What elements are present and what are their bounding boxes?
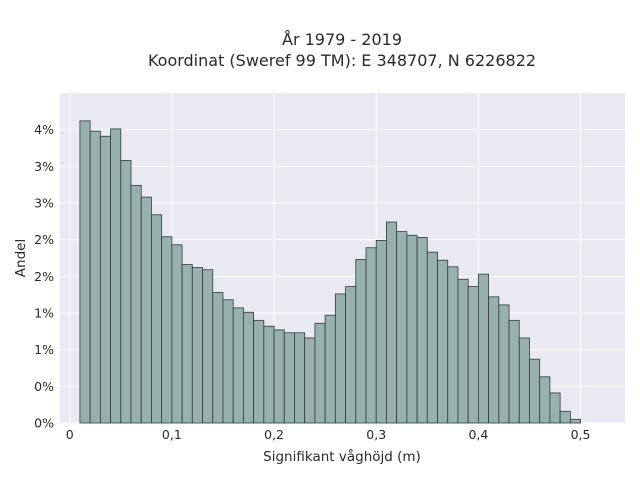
x-tick-label: 0,4: [468, 427, 488, 442]
histogram-bar: [549, 392, 561, 424]
histogram-bar: [488, 296, 500, 424]
histogram-bar: [253, 319, 265, 424]
histogram-bar: [477, 273, 490, 424]
histogram-bar: [314, 322, 326, 424]
histogram-bar: [467, 286, 479, 424]
x-tick-label: 0: [66, 427, 74, 442]
histogram-bar: [386, 221, 398, 424]
histogram-bar: [110, 128, 122, 424]
y-tick-label: 0%: [34, 416, 54, 431]
chart-subtitle: Koordinat (Sweref 99 TM): E 348707, N 62…: [148, 51, 536, 70]
histogram-bar: [416, 237, 428, 424]
histogram-bar: [457, 278, 469, 424]
histogram-bar: [294, 332, 306, 424]
histogram-bar: [191, 267, 203, 424]
histogram-bar: [355, 259, 367, 424]
histogram-bar: [151, 214, 163, 424]
y-tick-label: 4%: [34, 122, 54, 137]
y-tick-label: 2%: [34, 232, 54, 247]
histogram-bar: [529, 358, 541, 424]
histogram-bar: [161, 236, 173, 424]
histogram-bar: [222, 299, 234, 424]
y-tick-labels: 0% 0% 1% 1% 2% 2% 3% 3% 4%: [34, 122, 54, 430]
histogram-bar: [273, 329, 285, 424]
histogram-bar: [365, 247, 377, 424]
histogram-bar: [508, 319, 520, 424]
histogram-bar: [539, 376, 551, 424]
histogram-bar: [569, 418, 581, 424]
histogram-bar: [375, 239, 387, 424]
histogram-bar: [324, 314, 336, 424]
histogram-bar: [130, 184, 142, 424]
y-tick-label: 1%: [34, 342, 54, 357]
x-tick-label: 0,3: [366, 427, 386, 442]
histogram-bar: [437, 259, 449, 424]
histogram-bar: [120, 160, 132, 424]
bars: [79, 120, 581, 424]
y-tick-label: 1%: [34, 306, 54, 321]
y-tick-label: 3%: [34, 159, 54, 174]
x-tick-label: 0,1: [162, 427, 182, 442]
histogram-bar: [202, 269, 214, 424]
x-axis-label: Signifikant våghöjd (m): [263, 448, 421, 465]
x-tick-labels: 0 0,1 0,2 0,3 0,4 0,5: [66, 427, 591, 442]
histogram-bar: [140, 196, 152, 424]
y-axis-label: Andel: [13, 239, 29, 277]
chart-title: År 1979 - 2019: [282, 30, 402, 49]
y-tick-label: 3%: [34, 196, 54, 211]
histogram-bar: [334, 293, 346, 424]
histogram-bar: [99, 135, 111, 424]
histogram-bar: [79, 120, 91, 424]
histogram-bar: [232, 307, 244, 424]
x-tick-label: 0,2: [264, 427, 284, 442]
histogram-bar: [498, 304, 510, 424]
histogram-bar: [559, 410, 571, 424]
histogram-bar: [89, 130, 101, 424]
histogram-bar: [518, 337, 530, 424]
histogram-bar: [345, 286, 357, 424]
x-tick-label: 0,5: [571, 427, 591, 442]
histogram-bar: [304, 337, 316, 424]
histogram-bar: [426, 251, 438, 424]
histogram-bar: [212, 292, 224, 424]
histogram-bar: [171, 244, 183, 424]
y-tick-label: 2%: [34, 269, 54, 284]
histogram-bar: [181, 264, 193, 424]
histogram-bar: [263, 325, 275, 424]
histogram-bar: [396, 231, 408, 424]
histogram-bar: [283, 332, 295, 424]
histogram-bar: [406, 234, 418, 424]
histogram-bar: [242, 311, 255, 424]
y-tick-label: 0%: [34, 379, 54, 394]
histogram-bar: [447, 266, 459, 424]
